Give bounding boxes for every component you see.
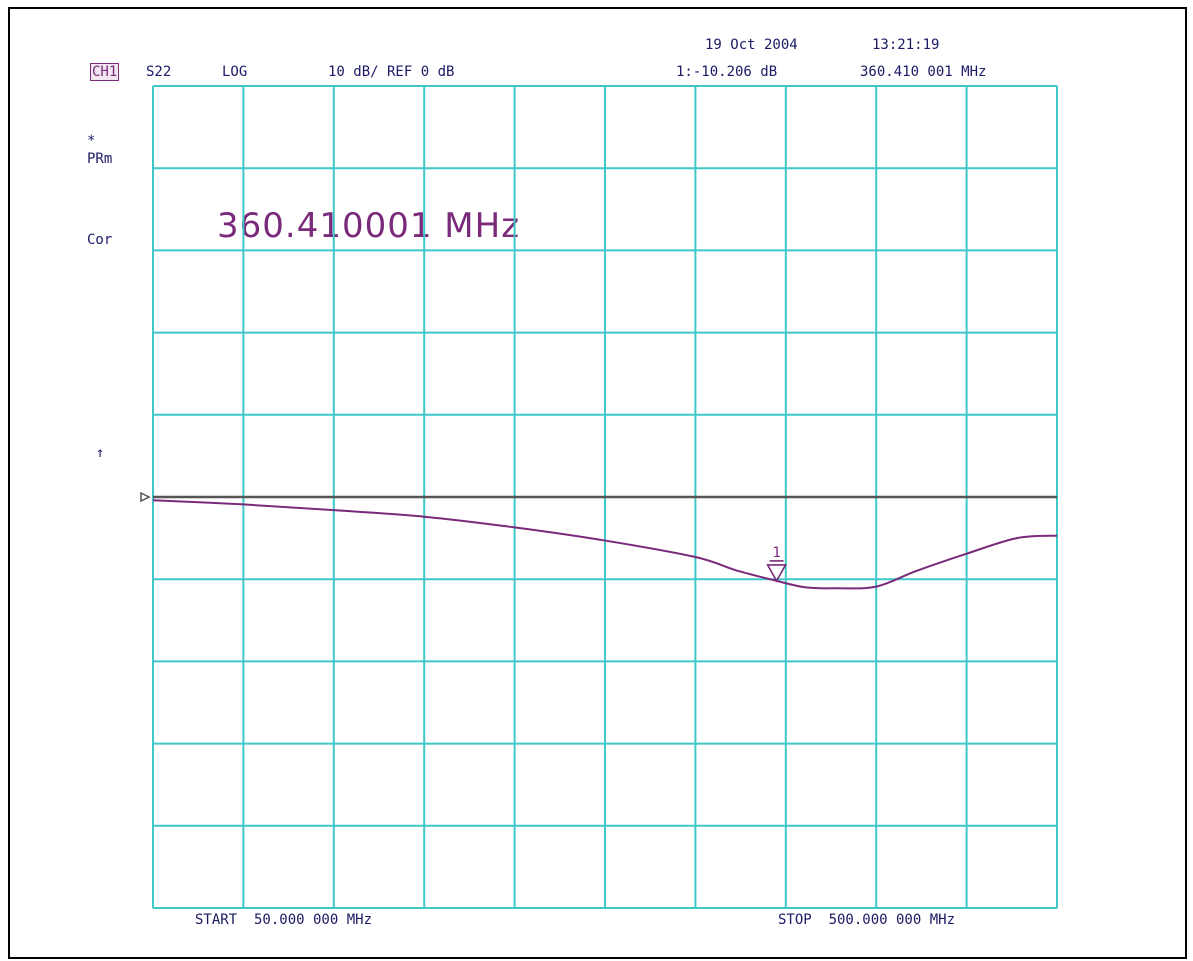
channel-badge: CH1 — [90, 63, 120, 81]
prm-annotation: PRm — [87, 151, 113, 167]
time-label: 13:21:19 — [872, 37, 940, 53]
marker-number-label: 1 — [772, 545, 780, 561]
date-label: 19 Oct 2004 — [705, 37, 798, 53]
analyzer-display-frame — [8, 7, 1187, 959]
marker-readout: 1:-10.206 dB — [676, 64, 778, 80]
trace-line — [152, 499, 1058, 590]
star-annotation: * — [87, 133, 96, 149]
reference-arrow-icon: ↑ — [96, 445, 105, 461]
parameter-label: S22 — [146, 64, 172, 80]
marker-big-readout: 360.410001 MHz — [217, 206, 521, 246]
marker-triangle-icon — [766, 564, 787, 583]
scale-label: 10 dB/ REF 0 dB — [328, 64, 455, 80]
stop-frequency: STOP 500.000 000 MHz — [778, 912, 956, 928]
format-label: LOG — [222, 64, 248, 80]
marker-frequency: 360.410 001 MHz — [860, 64, 987, 80]
start-frequency: START 50.000 000 MHz — [195, 912, 373, 928]
reference-marker-icon — [140, 491, 151, 503]
cor-annotation: Cor — [87, 232, 113, 248]
